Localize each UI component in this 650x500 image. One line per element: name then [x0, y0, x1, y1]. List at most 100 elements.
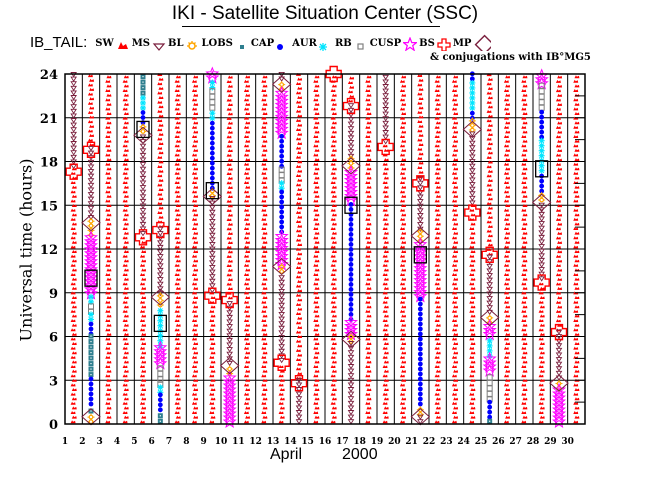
sw-marker [295, 330, 301, 334]
sw-marker [418, 78, 424, 82]
sw-marker [401, 277, 407, 281]
sw-marker [435, 314, 441, 318]
sw-marker [453, 158, 459, 161]
sw-marker [71, 406, 77, 410]
sw-marker [243, 328, 249, 332]
sw-marker [486, 165, 492, 169]
sw-marker [245, 194, 251, 198]
cap-marker [348, 307, 354, 312]
sw-marker [331, 213, 337, 217]
sw-marker [314, 222, 320, 226]
sw-marker [365, 208, 371, 212]
sw-marker [555, 116, 561, 120]
sw-marker [123, 286, 129, 290]
sw-marker [71, 332, 77, 336]
sw-marker [314, 323, 320, 327]
sw-marker [70, 273, 76, 276]
sw-marker [87, 120, 93, 124]
sw-marker [435, 102, 441, 106]
sw-marker [574, 415, 580, 419]
ms-marker [538, 239, 545, 245]
ms-marker [347, 345, 355, 351]
sw-marker [175, 240, 181, 244]
sw-marker [399, 144, 405, 148]
sw-marker [383, 204, 389, 207]
sw-marker [314, 296, 320, 299]
sw-marker [245, 250, 251, 253]
sw-marker [295, 91, 301, 95]
sw-marker [382, 199, 388, 203]
cap-marker [279, 209, 285, 215]
triangle-down-icon [152, 43, 166, 51]
sw-marker [122, 107, 128, 111]
sw-marker [193, 314, 199, 318]
sw-marker [366, 305, 372, 309]
sw-marker [157, 137, 163, 141]
sw-marker [555, 273, 561, 277]
sw-marker [557, 102, 563, 106]
cap-marker [348, 202, 354, 207]
bs-marker [221, 291, 238, 309]
sw-marker [70, 346, 76, 350]
sw-marker [522, 148, 528, 152]
cusp-marker [552, 406, 566, 421]
sw-marker [365, 374, 371, 378]
sw-marker [193, 351, 199, 355]
sw-marker [122, 199, 128, 203]
aur-marker [278, 180, 285, 187]
sw-marker [435, 296, 441, 299]
sw-marker [313, 365, 319, 368]
ms-marker [139, 148, 147, 154]
sw-marker [365, 217, 371, 221]
sw-marker [434, 227, 440, 230]
sw-marker [314, 268, 320, 272]
ms-marker [226, 333, 233, 339]
sw-marker [418, 161, 424, 165]
ms-marker [278, 293, 285, 299]
cusp-marker [274, 109, 289, 124]
sw-marker [331, 351, 337, 355]
ms-marker [382, 107, 389, 113]
sw-marker [505, 158, 511, 161]
segment-lobs [140, 74, 146, 96]
cap-marker [279, 204, 285, 210]
sw-marker [70, 263, 76, 267]
cap-marker [209, 135, 215, 141]
sw-marker [261, 208, 267, 212]
ms-marker [469, 154, 476, 160]
sw-marker [123, 121, 129, 125]
sw-marker [365, 392, 371, 396]
sw-marker [434, 374, 440, 378]
rb-marker [486, 385, 493, 392]
sw-marker [313, 208, 319, 212]
sw-marker [314, 369, 320, 373]
segment-sw [538, 282, 545, 424]
segment-ms [555, 329, 563, 381]
sw-marker [505, 240, 511, 244]
segment-aur [278, 180, 285, 192]
sw-marker [261, 217, 267, 221]
sw-marker [383, 194, 389, 198]
segment-cusp [153, 340, 168, 370]
cap-marker [88, 391, 94, 397]
sw-marker [261, 337, 267, 341]
sw-marker [123, 296, 129, 299]
sw-marker [366, 397, 372, 401]
sw-marker [365, 245, 371, 249]
sw-marker [521, 208, 527, 212]
asterisk-icon [318, 43, 327, 51]
sw-marker [470, 277, 476, 281]
sw-marker [555, 199, 561, 203]
sw-marker [141, 314, 147, 318]
sw-marker [330, 328, 336, 332]
bs-marker [533, 274, 550, 291]
sw-marker [174, 337, 180, 341]
aur-marker [469, 79, 476, 86]
sw-marker [469, 392, 475, 396]
sw-marker [434, 89, 440, 92]
sw-marker [193, 406, 199, 410]
sw-marker [451, 190, 457, 194]
sw-marker [574, 250, 580, 253]
sw-marker [243, 153, 249, 157]
sw-marker [451, 79, 457, 83]
